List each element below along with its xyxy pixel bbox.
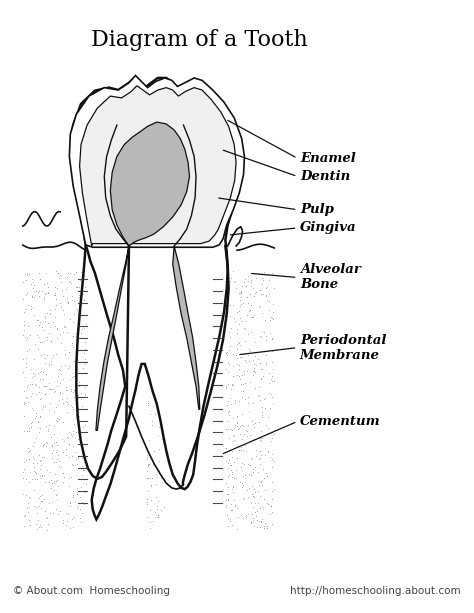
Text: Pulp: Pulp — [300, 204, 334, 216]
Text: http://homeschooling.about.com: http://homeschooling.about.com — [290, 585, 461, 596]
Text: Diagram of a Tooth: Diagram of a Tooth — [91, 29, 308, 51]
Text: Alveolar
Bone: Alveolar Bone — [300, 264, 361, 291]
Polygon shape — [96, 246, 129, 430]
Polygon shape — [110, 122, 190, 246]
Text: Gingiva: Gingiva — [300, 221, 356, 234]
Polygon shape — [69, 75, 245, 247]
Text: © About.com  Homeschooling: © About.com Homeschooling — [13, 585, 171, 596]
Polygon shape — [80, 86, 236, 246]
Text: Enamel: Enamel — [300, 152, 356, 165]
Text: Periodontal
Membrane: Periodontal Membrane — [300, 333, 386, 362]
Text: Dentin: Dentin — [300, 170, 350, 183]
Polygon shape — [72, 78, 242, 519]
Polygon shape — [23, 264, 274, 530]
Polygon shape — [173, 246, 200, 409]
Text: Cementum: Cementum — [300, 415, 381, 428]
